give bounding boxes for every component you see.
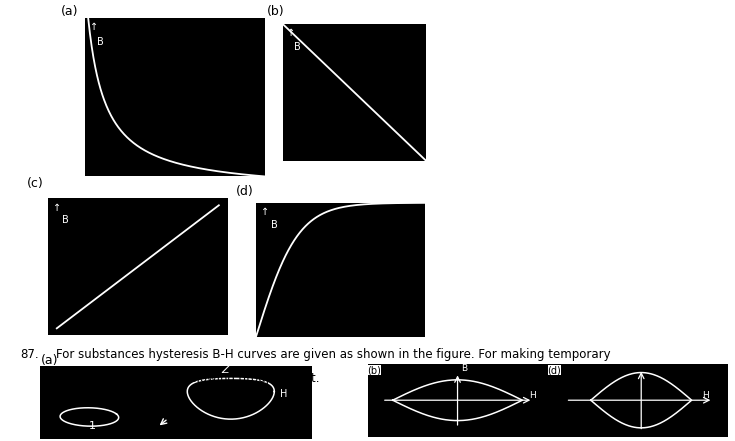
Text: R→: R→ <box>131 350 145 359</box>
Text: (a): (a) <box>61 5 79 19</box>
Text: (b): (b) <box>368 365 381 375</box>
Text: R→: R→ <box>334 352 347 361</box>
Text: (a): (a) <box>40 354 58 367</box>
Text: r→: r→ <box>349 176 360 185</box>
Text: (d): (d) <box>236 185 254 198</box>
Text: H: H <box>529 391 537 400</box>
Text: B: B <box>461 364 467 373</box>
Text: ↑: ↑ <box>261 207 269 217</box>
Text: 1: 1 <box>89 421 96 431</box>
Text: ↑: ↑ <box>287 28 295 38</box>
Text: (c): (c) <box>27 177 43 191</box>
Text: Z: Z <box>221 365 229 375</box>
Text: H: H <box>703 391 709 400</box>
Text: ↑: ↑ <box>90 22 98 32</box>
Text: B: B <box>62 215 69 225</box>
Text: (b): (b) <box>267 5 284 19</box>
Text: 87.: 87. <box>21 348 39 360</box>
Text: B: B <box>271 220 278 230</box>
Text: B: B <box>97 37 104 47</box>
Text: ↑: ↑ <box>53 202 61 213</box>
Text: magnet which of the following group is best.: magnet which of the following group is b… <box>56 372 320 385</box>
Text: B: B <box>295 42 301 52</box>
Text: H: H <box>280 389 287 399</box>
Text: R→: R→ <box>168 192 182 201</box>
Text: For substances hysteresis B-H curves are given as shown in the figure. For makin: For substances hysteresis B-H curves are… <box>56 348 611 360</box>
Text: (d): (d) <box>548 365 562 375</box>
